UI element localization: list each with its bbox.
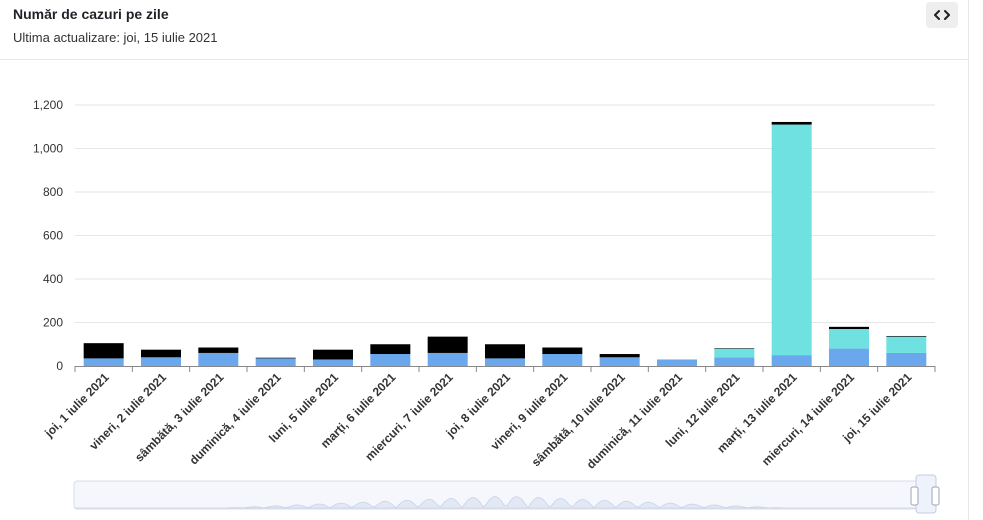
bar-segment-series-blue[interactable] xyxy=(771,355,812,366)
x-tick-label: miercuri, 14 iulie 2021 xyxy=(759,370,857,468)
code-icon xyxy=(934,10,950,20)
y-tick-label: 400 xyxy=(43,272,63,286)
bar-segment-series-blue[interactable] xyxy=(485,358,525,366)
y-tick-label: 200 xyxy=(43,316,63,330)
bar-segment-series-blue[interactable] xyxy=(829,348,869,366)
bar-segment-series-black[interactable] xyxy=(427,336,468,353)
bar-segment-series-blue[interactable] xyxy=(313,359,353,366)
bar-segment-series-blue[interactable] xyxy=(714,357,755,366)
bar-segment-series-black[interactable] xyxy=(829,326,869,330)
navigator-preview xyxy=(75,495,934,509)
x-tick-label: sâmbătă, 10 iulie 2021 xyxy=(529,370,628,469)
bar-segment-series-black[interactable] xyxy=(542,347,583,355)
bar-segment-series-black[interactable] xyxy=(886,335,927,337)
bar-segment-series-blue[interactable] xyxy=(370,354,411,366)
bar-segment-series-black[interactable] xyxy=(83,343,124,359)
bar-segment-series-blue[interactable] xyxy=(255,358,296,366)
last-update-label: Ultima actualizare: joi, 15 iulie 2021 xyxy=(13,30,218,45)
y-tick-label: 600 xyxy=(43,229,63,243)
bar-segment-series-black[interactable] xyxy=(198,347,239,353)
y-tick-label: 1,000 xyxy=(33,142,63,156)
y-tick-label: 800 xyxy=(43,185,63,199)
navigator-left-handle[interactable] xyxy=(910,486,919,506)
embed-code-button[interactable] xyxy=(926,2,958,28)
navigator-right-handle[interactable] xyxy=(931,486,940,506)
bar-segment-series-cyan[interactable] xyxy=(829,329,869,349)
bar-segment-series-black[interactable] xyxy=(771,121,812,125)
y-tick-label: 0 xyxy=(56,359,63,373)
bar-segment-series-blue[interactable] xyxy=(657,359,697,366)
bar-segment-series-black[interactable] xyxy=(141,349,181,358)
bar-segment-series-black[interactable] xyxy=(313,349,353,360)
y-tick-label: 1,200 xyxy=(33,98,63,112)
bar-segment-series-blue[interactable] xyxy=(83,358,124,366)
chart-header: Număr de cazuri pe zile Ultima actualiza… xyxy=(0,0,968,60)
bar-segment-series-blue[interactable] xyxy=(427,352,468,366)
bar-segment-series-black[interactable] xyxy=(370,344,411,355)
bar-segment-series-black[interactable] xyxy=(485,344,525,359)
bar-segment-series-blue[interactable] xyxy=(886,352,927,366)
bar-segment-series-black[interactable] xyxy=(599,354,640,358)
chart-title: Număr de cazuri pe zile xyxy=(13,6,169,22)
bar-segment-series-blue[interactable] xyxy=(141,357,181,366)
bar-segment-series-black[interactable] xyxy=(714,348,755,349)
bar-segment-series-black[interactable] xyxy=(255,357,296,359)
bar-segment-series-cyan[interactable] xyxy=(714,348,755,358)
range-navigator[interactable] xyxy=(73,474,940,514)
bar-segment-series-blue[interactable] xyxy=(542,354,583,366)
bar-segment-series-cyan[interactable] xyxy=(886,336,927,353)
bar-segment-series-blue[interactable] xyxy=(599,357,640,366)
bar-segment-series-cyan[interactable] xyxy=(771,124,812,356)
x-tick-label: duminică, 11 iulie 2021 xyxy=(584,370,686,472)
bar-segment-series-blue[interactable] xyxy=(198,352,239,366)
